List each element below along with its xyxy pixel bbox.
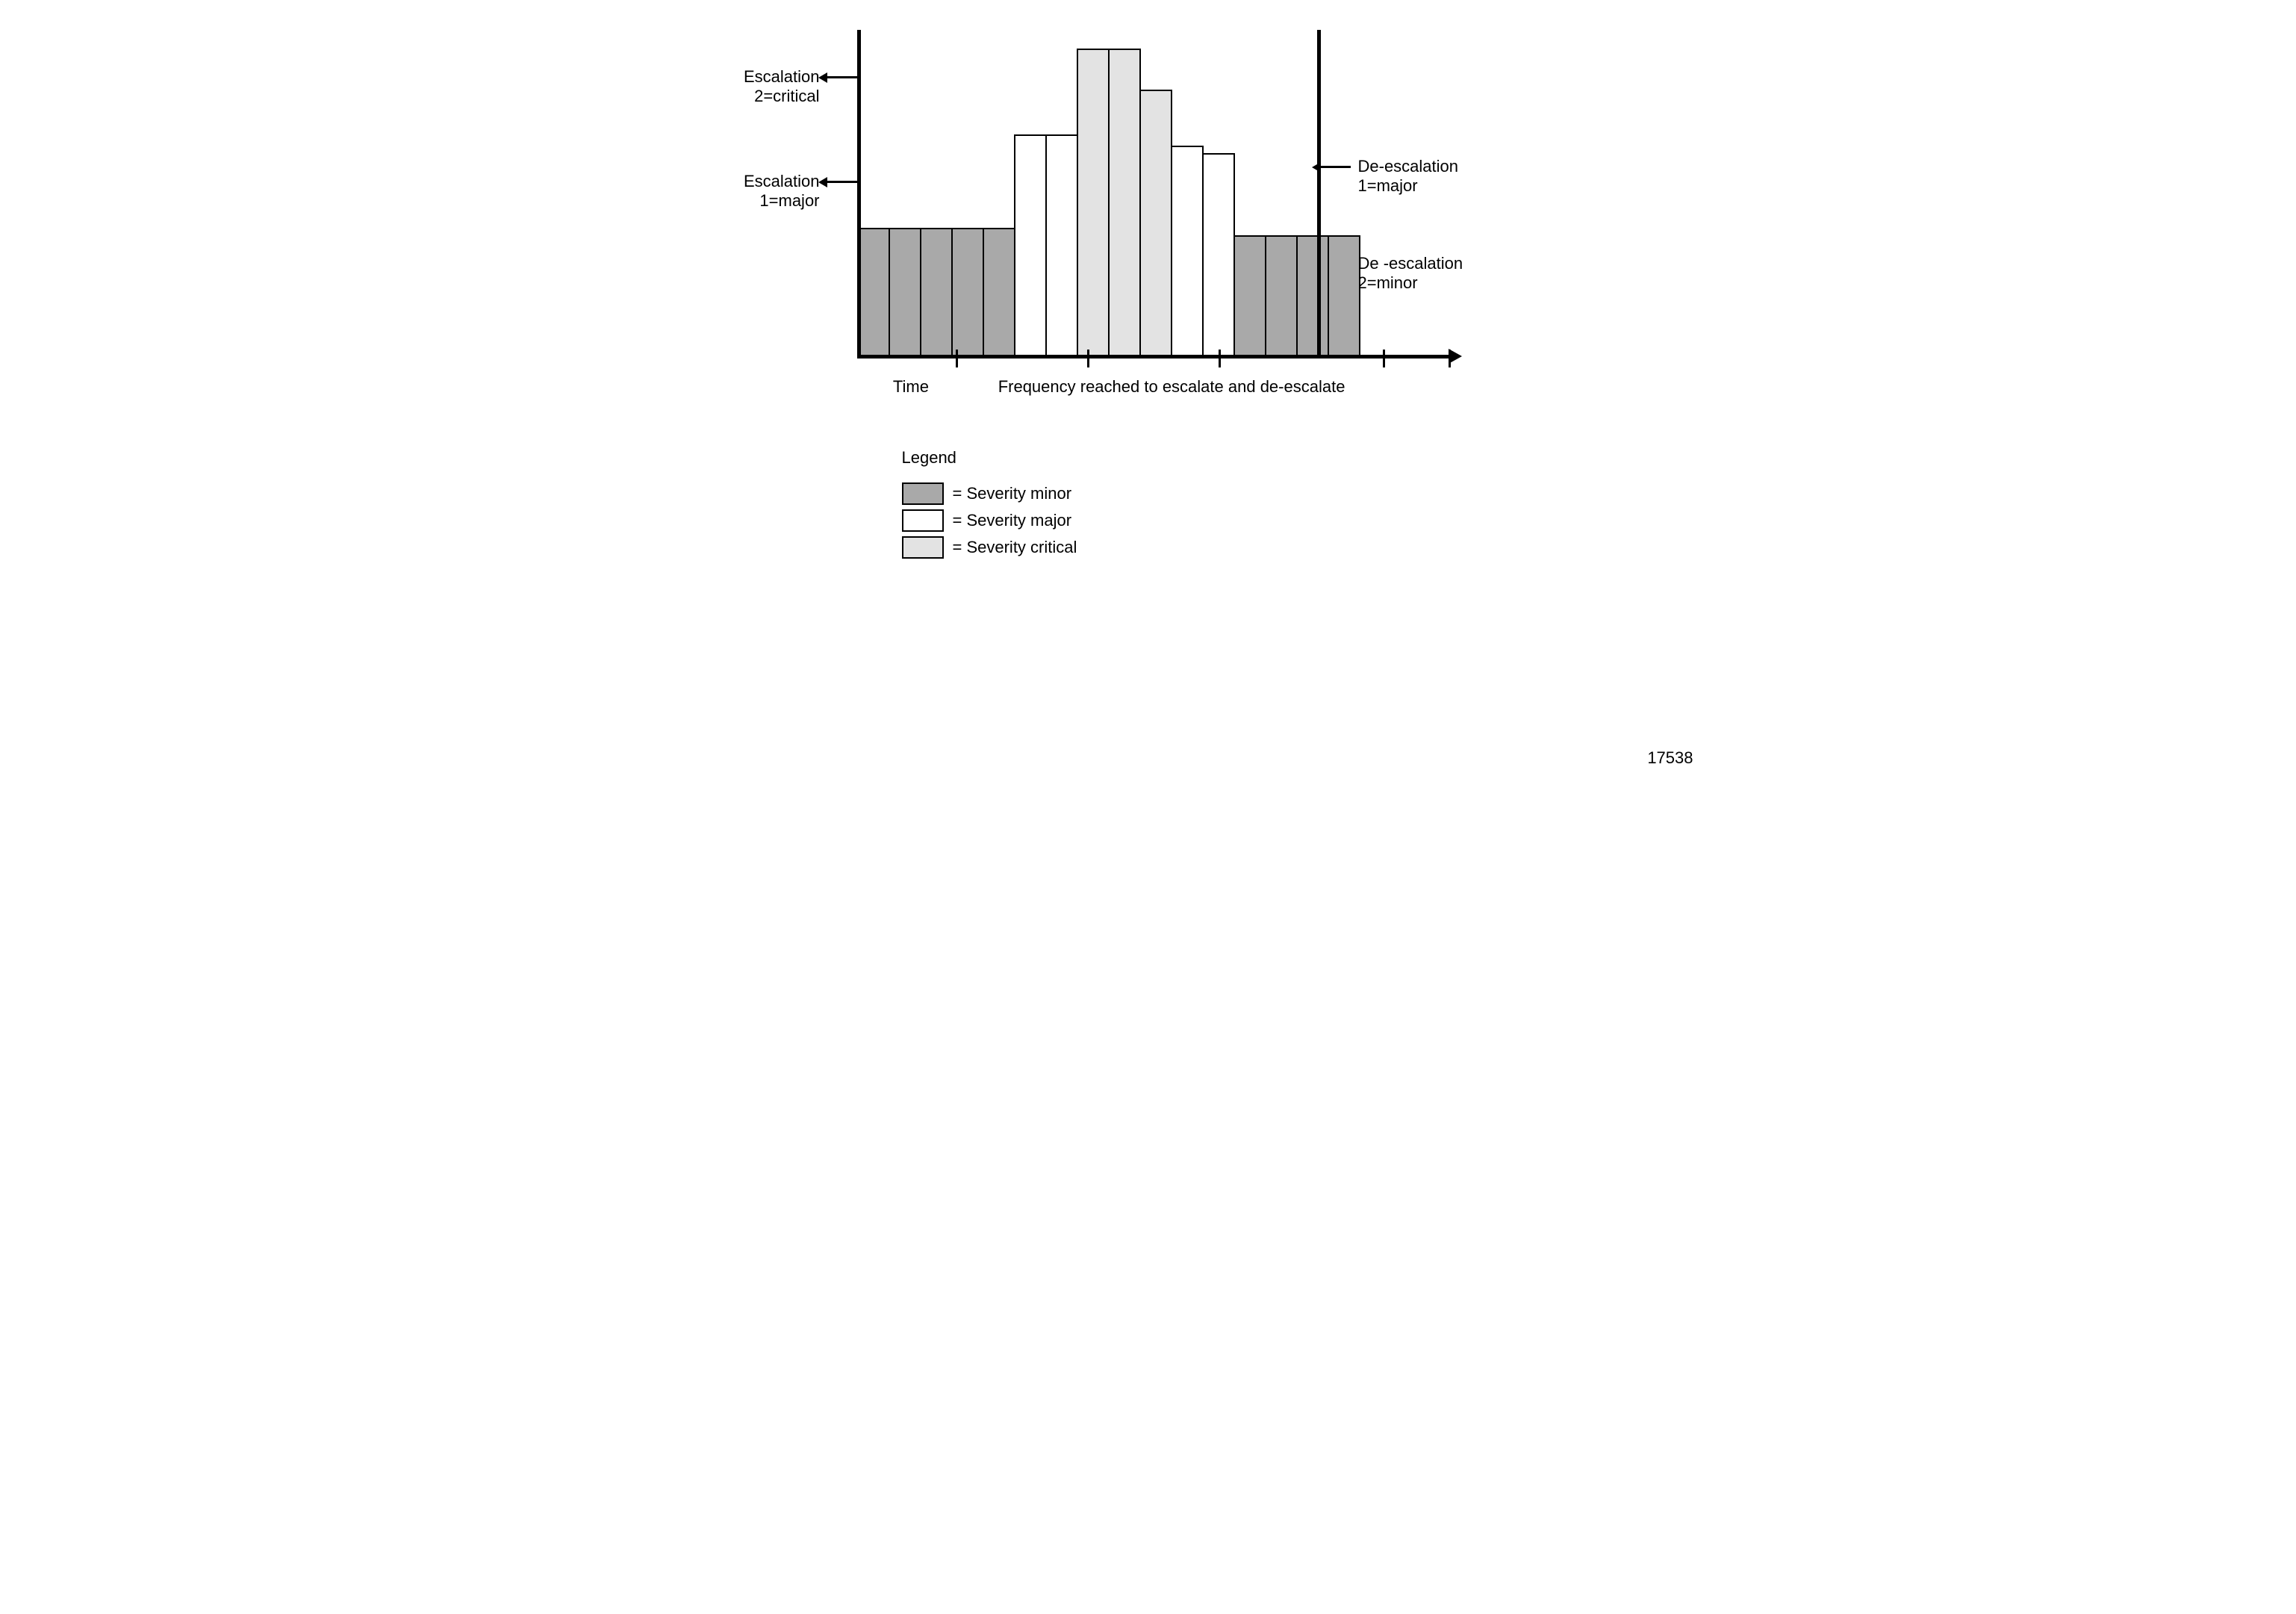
x-tick (1449, 350, 1451, 367)
legend-item: = Severity critical (902, 536, 1559, 559)
bar-critical (1139, 90, 1172, 355)
plot-area: Escalation2=criticalEscalation1=major De… (857, 30, 1410, 359)
escalation-chart: Escalation2=criticalEscalation1=major De… (738, 30, 1559, 559)
x-tick (1219, 350, 1221, 367)
x-axis (857, 355, 1449, 359)
bar-minor (889, 228, 921, 355)
bar-major (1045, 134, 1078, 355)
legend-title: Legend (902, 448, 1559, 468)
legend-item: = Severity major (902, 509, 1559, 532)
bar-major (1202, 153, 1235, 355)
arrow-left-icon (827, 76, 857, 78)
legend-swatch-icon (902, 509, 944, 532)
bar-critical (1077, 49, 1110, 355)
bar-minor (920, 228, 953, 355)
y-axis-right (1317, 30, 1321, 359)
bar-major (1014, 134, 1047, 355)
bar-minor (983, 228, 1015, 355)
bar-minor (857, 228, 890, 355)
figure-id: 17538 (1647, 748, 1693, 768)
legend-swatch-icon (902, 536, 944, 559)
bar-series (857, 30, 1410, 355)
legend-items: = Severity minor = Severity major = Severi… (902, 482, 1559, 559)
legend-swatch-icon (902, 482, 944, 505)
legend-label: = Severity critical (953, 538, 1077, 557)
legend: Legend = Severity minor= Severity major=… (902, 448, 1559, 559)
x-tick (1087, 350, 1089, 367)
arrow-left-icon (827, 181, 857, 183)
bar-minor (1233, 235, 1266, 355)
y-axis-left (857, 30, 861, 359)
legend-item: = Severity minor (902, 482, 1559, 505)
x-tick (1383, 350, 1385, 367)
legend-label: = Severity minor (953, 484, 1072, 503)
bar-critical (1108, 49, 1141, 355)
bar-minor (1328, 235, 1360, 355)
bar-minor (1296, 235, 1329, 355)
bar-minor (1265, 235, 1298, 355)
bar-minor (951, 228, 984, 355)
escalation-label: Escalation2=critical (744, 67, 857, 107)
x-tick (956, 350, 958, 367)
escalation-label: Escalation1=major (744, 172, 857, 211)
x-axis-label: Frequency reached to escalate and de-esc… (998, 377, 1345, 397)
legend-label: = Severity major (953, 511, 1072, 530)
x-axis-label: Time (893, 377, 929, 397)
bar-major (1171, 146, 1204, 355)
